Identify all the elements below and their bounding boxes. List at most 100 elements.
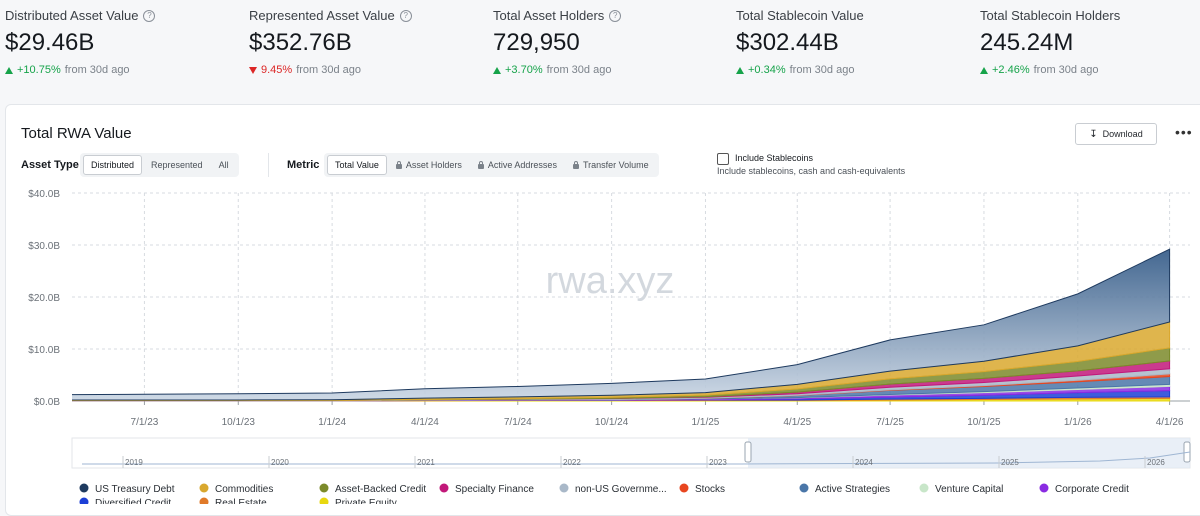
lock-icon xyxy=(395,160,402,169)
legend-swatch xyxy=(319,497,329,504)
stat-label: Distributed Asset Value xyxy=(5,8,139,23)
navigator-year: 2024 xyxy=(855,458,873,467)
stat-card: Total Stablecoin Value $302.44B +0.34% from… xyxy=(736,8,966,76)
legend-swatch xyxy=(919,483,929,493)
x-tick-label: 1/1/25 xyxy=(692,417,720,428)
more-menu[interactable]: ••• xyxy=(1175,124,1193,140)
x-tick-label: 10/1/25 xyxy=(967,417,1001,428)
stat-period: from 30d ago xyxy=(546,64,612,76)
legend-label: Real Estate xyxy=(215,498,267,504)
stat-change: +10.75% xyxy=(17,64,61,76)
trend-arrow xyxy=(5,66,13,74)
metric-option[interactable]: Asset Holders xyxy=(389,156,469,174)
metric-option-label: Asset Holders xyxy=(405,160,462,170)
legend-swatch xyxy=(319,483,329,493)
x-tick-label: 7/1/24 xyxy=(504,417,532,428)
trend-arrow xyxy=(980,66,988,74)
stat-value: $302.44B xyxy=(736,29,839,56)
legend-label: Asset-Backed Credit xyxy=(335,484,426,495)
navigator-year: 2019 xyxy=(125,458,143,467)
legend-label: Diversified Credit xyxy=(95,498,171,504)
x-tick-label: 4/1/25 xyxy=(783,417,811,428)
stat-card: Represented Asset Value? $352.76B 9.45% fro… xyxy=(249,8,479,76)
lock-icon xyxy=(572,160,579,169)
download-icon: ↧ xyxy=(1089,128,1098,140)
stat-label: Total Stablecoin Holders xyxy=(980,8,1121,23)
separator xyxy=(268,153,269,177)
chart-title: Total RWA Value xyxy=(21,125,132,142)
download-label: Download xyxy=(1102,129,1143,139)
stat-period: from 30d ago xyxy=(1033,64,1099,76)
x-tick-label: 10/1/24 xyxy=(595,417,629,428)
info-icon[interactable]: ? xyxy=(609,9,622,22)
y-tick-label: $10.0B xyxy=(28,345,60,356)
stat-label-row: Total Asset Holders? xyxy=(493,8,723,23)
stat-label-row: Total Stablecoin Value xyxy=(736,8,966,23)
legend-label: Venture Capital xyxy=(935,484,1003,495)
stat-change: +0.34% xyxy=(748,64,786,76)
stat-value: $29.46B xyxy=(5,29,95,56)
navigator-year: 2025 xyxy=(1001,458,1019,467)
navigator-handle[interactable] xyxy=(744,441,752,463)
info-icon[interactable]: ? xyxy=(143,9,156,22)
y-tick-label: $0.0B xyxy=(34,397,60,408)
stat-change: +3.70% xyxy=(505,64,543,76)
navigator-year: 2021 xyxy=(417,458,435,467)
chart: rwa.xyz $0.0B $10.0B $20.0B $30.0B $40.0B 7/1… xyxy=(28,189,1191,504)
legend-swatch xyxy=(559,483,569,493)
legend-label: Active Strategies xyxy=(815,484,890,495)
stat-change-row: 9.45% from 30d ago xyxy=(249,64,479,76)
x-tick-label: 4/1/26 xyxy=(1156,417,1184,428)
legend-label: Private Equity xyxy=(335,498,397,504)
metric-option[interactable]: Total Value xyxy=(327,155,387,175)
navigator-year: 2022 xyxy=(563,458,581,467)
area xyxy=(72,248,1171,401)
legend-swatch xyxy=(199,497,209,504)
asset-type-option[interactable]: Distributed xyxy=(83,155,143,175)
info-icon[interactable]: ? xyxy=(399,9,412,22)
navigator-year: 2020 xyxy=(271,458,289,467)
page: {"stats": [ {"label": "Distributed Asset… xyxy=(5,8,1200,516)
stat-card: Total Stablecoin Holders 245.24M +2.46% fro… xyxy=(980,8,1200,76)
stablecoin-label: Include Stablecoins xyxy=(735,153,814,163)
stablecoin-note: Include stablecoins, cash and cash-equiv… xyxy=(717,166,906,176)
legend-label: Specialty Finance xyxy=(455,484,534,495)
stat-value: 729,950 xyxy=(493,29,580,56)
stat-card: Distributed Asset Value? $29.46B +10.75% fr… xyxy=(5,8,235,76)
legend-label: Stocks xyxy=(695,484,725,495)
x-tick-label: 10/1/23 xyxy=(222,417,256,428)
asset-type-option[interactable]: All xyxy=(218,160,229,170)
stat-value: $352.76B xyxy=(249,29,352,56)
metric-option-label: Transfer Volume xyxy=(582,160,649,170)
stat-period: from 30d ago xyxy=(296,64,362,76)
asset-type-option[interactable]: Represented xyxy=(151,160,203,170)
navigator-year: 2026 xyxy=(1147,458,1165,467)
stat-change: +2.46% xyxy=(992,64,1030,76)
lock-icon xyxy=(477,160,484,169)
metric-option[interactable]: Active Addresses xyxy=(471,156,564,174)
legend-swatch xyxy=(1039,483,1049,493)
x-tick-label: 4/1/24 xyxy=(411,417,439,428)
metric-option[interactable]: Transfer Volume xyxy=(566,156,656,174)
x-tick-label: 1/1/24 xyxy=(318,417,346,428)
legend-swatch xyxy=(79,497,89,504)
stat-label: Total Asset Holders xyxy=(493,8,605,23)
stat-change-row: +2.46% from 30d ago xyxy=(980,64,1200,76)
stat-card: Total Asset Holders? 729,950 +3.70% from 30… xyxy=(493,8,723,76)
legend-swatch xyxy=(679,483,689,493)
legend-swatch xyxy=(439,483,449,493)
trend-arrow xyxy=(493,66,501,74)
asset-type-label: Asset Type xyxy=(21,159,79,171)
stat-change-row: +10.75% from 30d ago xyxy=(5,64,235,76)
trend-arrow xyxy=(249,66,257,74)
download-button[interactable]: ↧ Download xyxy=(1075,123,1157,145)
legend-swatch xyxy=(199,483,209,493)
stat-period: from 30d ago xyxy=(64,64,130,76)
legend-label: non-US Governme... xyxy=(575,484,667,495)
stat-label-row: Distributed Asset Value? xyxy=(5,8,235,23)
stablecoin-checkbox[interactable] xyxy=(717,153,729,165)
stat-label: Total Stablecoin Value xyxy=(736,8,864,23)
legend-swatch xyxy=(799,483,809,493)
stat-change-row: +3.70% from 30d ago xyxy=(493,64,723,76)
metric-option-label: Active Addresses xyxy=(487,160,557,170)
